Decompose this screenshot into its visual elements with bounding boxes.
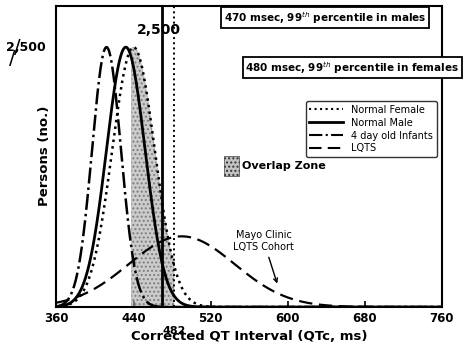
- Text: 482: 482: [162, 326, 186, 336]
- Text: 470 msec, 99$^{th}$ percentile in males: 470 msec, 99$^{th}$ percentile in males: [224, 10, 427, 26]
- Legend: Normal Female, Normal Male, 4 day old Infants, LQTS: Normal Female, Normal Male, 4 day old In…: [306, 101, 437, 157]
- Text: 480 msec, 99$^{th}$ percentile in females: 480 msec, 99$^{th}$ percentile in female…: [246, 60, 459, 76]
- Bar: [224, 156, 239, 176]
- X-axis label: Corrected QT Interval (QTc, ms): Corrected QT Interval (QTc, ms): [131, 331, 367, 343]
- Text: Overlap Zone: Overlap Zone: [242, 161, 326, 171]
- Text: 2,500: 2,500: [6, 40, 46, 54]
- Text: /: /: [14, 38, 21, 57]
- Text: /: /: [9, 49, 15, 68]
- Text: 2,500: 2,500: [137, 23, 181, 37]
- Text: Mayo Clinic
LQTS Cohort: Mayo Clinic LQTS Cohort: [233, 230, 294, 282]
- Y-axis label: Persons (no.): Persons (no.): [38, 106, 51, 207]
